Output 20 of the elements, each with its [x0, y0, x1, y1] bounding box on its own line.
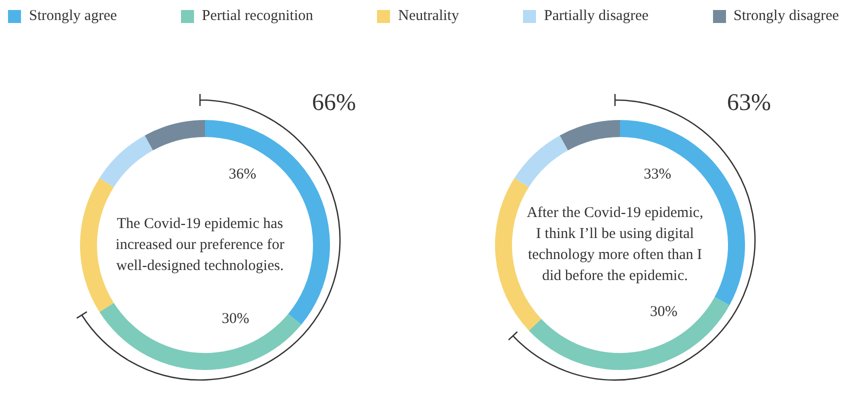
- donut-slice: [514, 135, 568, 188]
- donut-slice: [99, 135, 153, 188]
- donut-slice: [144, 120, 205, 150]
- data-label: 33%: [644, 166, 672, 182]
- legend-label: Neutrality: [398, 8, 459, 25]
- donut-slice: [560, 120, 620, 150]
- legend-label: Pertial recognition: [202, 8, 314, 25]
- legend-label: Strongly agree: [29, 8, 117, 25]
- donut-slice: [528, 297, 730, 370]
- text: After the Covid-19 epidemic, I think I’ll be using digital technology more often than I did before the epidemic.: [526, 204, 704, 286]
- donut-slice: [99, 302, 302, 370]
- data-label: 30%: [222, 310, 250, 327]
- legend-label: Partially disagree: [544, 8, 649, 25]
- text: The Covid-19 epidemic has increased our preference for well-designed technologies.: [114, 214, 286, 276]
- data-label: 36%: [228, 166, 256, 182]
- legend-label: Strongly disagree: [734, 8, 839, 25]
- data-label: 30%: [650, 304, 678, 320]
- text: 63%: [727, 90, 771, 116]
- text: 66%: [312, 90, 356, 116]
- donut-slice: [80, 178, 114, 312]
